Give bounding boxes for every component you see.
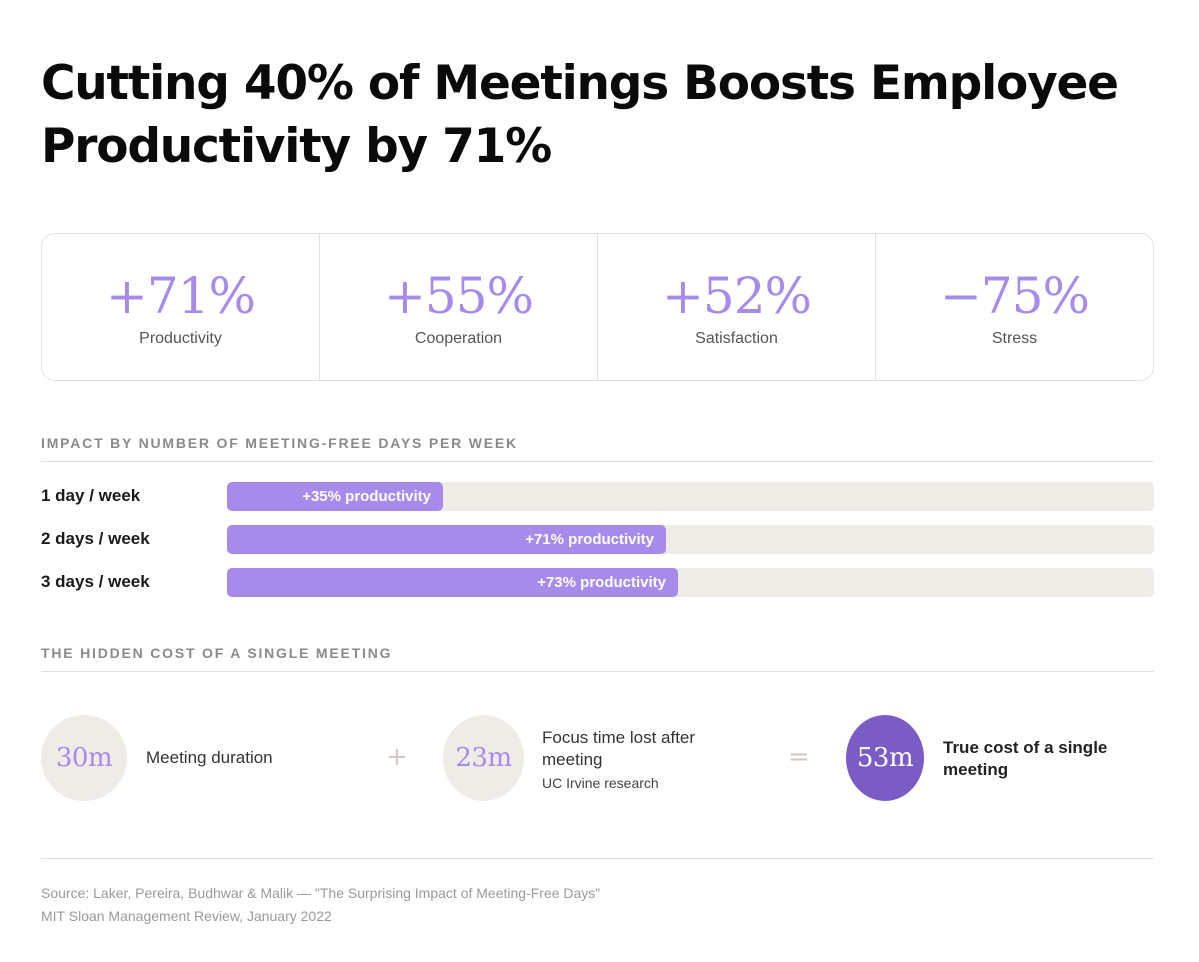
bar-track: +73% productivity <box>227 568 1154 597</box>
meeting-duration-label: Meeting duration <box>146 747 366 769</box>
chart-title: IMPACT BY NUMBER OF MEETING-FREE DAYS PE… <box>41 435 1154 462</box>
source-line-1: Source: Laker, Pereira, Budhwar & Malik … <box>41 885 601 901</box>
stat-cooperation: +55% Cooperation <box>320 234 598 380</box>
cost-label-text: Focus time lost after meeting <box>542 728 696 769</box>
stat-value: +52% <box>661 267 812 325</box>
stat-label: Stress <box>991 330 1038 347</box>
stat-productivity: +71% Productivity <box>42 234 320 380</box>
bar-row: 3 days / week +73% productivity <box>41 568 1154 597</box>
stat-label: Cooperation <box>414 330 503 347</box>
cost-sub-label: UC Irvine research <box>542 775 659 791</box>
bar: +73% productivity <box>227 568 678 597</box>
cost-label-text: True cost of a single meeting <box>943 738 1108 779</box>
bar-category-label: 3 days / week <box>41 572 150 591</box>
bar-row: 1 day / week +35% productivity <box>41 482 1154 511</box>
bar: +71% productivity <box>227 525 666 554</box>
stat-label: Satisfaction <box>695 330 778 347</box>
plus-sign: + <box>386 742 408 772</box>
stat-value: +71% <box>105 267 256 325</box>
bar-value-label: +73% productivity <box>537 574 666 591</box>
stat-label: Productivity <box>139 330 222 347</box>
stat-value: −75% <box>939 267 1090 325</box>
bar-value-label: +35% productivity <box>302 488 431 505</box>
equals-sign: = <box>788 742 810 772</box>
bar-value-label: +71% productivity <box>525 531 654 548</box>
footer-divider <box>41 858 1154 859</box>
stats-panel: +71% Productivity +55% Cooperation +52% … <box>41 233 1154 381</box>
meeting-duration-circle: 30m <box>41 715 127 801</box>
bar-category-label: 2 days / week <box>41 529 150 548</box>
bar: +35% productivity <box>227 482 443 511</box>
cost-heading: THE HIDDEN COST OF A SINGLE MEETING <box>41 645 1154 672</box>
bar-category-label: 1 day / week <box>41 486 141 505</box>
stat-satisfaction: +52% Satisfaction <box>598 234 876 380</box>
stat-value: +55% <box>383 267 534 325</box>
source-line-2: MIT Sloan Management Review, January 202… <box>41 908 332 924</box>
true-cost-label: True cost of a single meeting <box>943 737 1143 781</box>
page-title: Cutting 40% of Meetings Boosts Employee … <box>41 56 1119 174</box>
stat-stress: −75% Stress <box>876 234 1153 380</box>
bar-track: +71% productivity <box>227 525 1154 554</box>
bar-track: +35% productivity <box>227 482 1154 511</box>
focus-lost-label: Focus time lost after meeting UC Irvine … <box>542 727 742 794</box>
bar-row: 2 days / week +71% productivity <box>41 525 1154 554</box>
true-cost-circle: 53m <box>846 715 924 801</box>
cost-label-text: Meeting duration <box>146 748 273 767</box>
focus-lost-circle: 23m <box>443 715 524 801</box>
